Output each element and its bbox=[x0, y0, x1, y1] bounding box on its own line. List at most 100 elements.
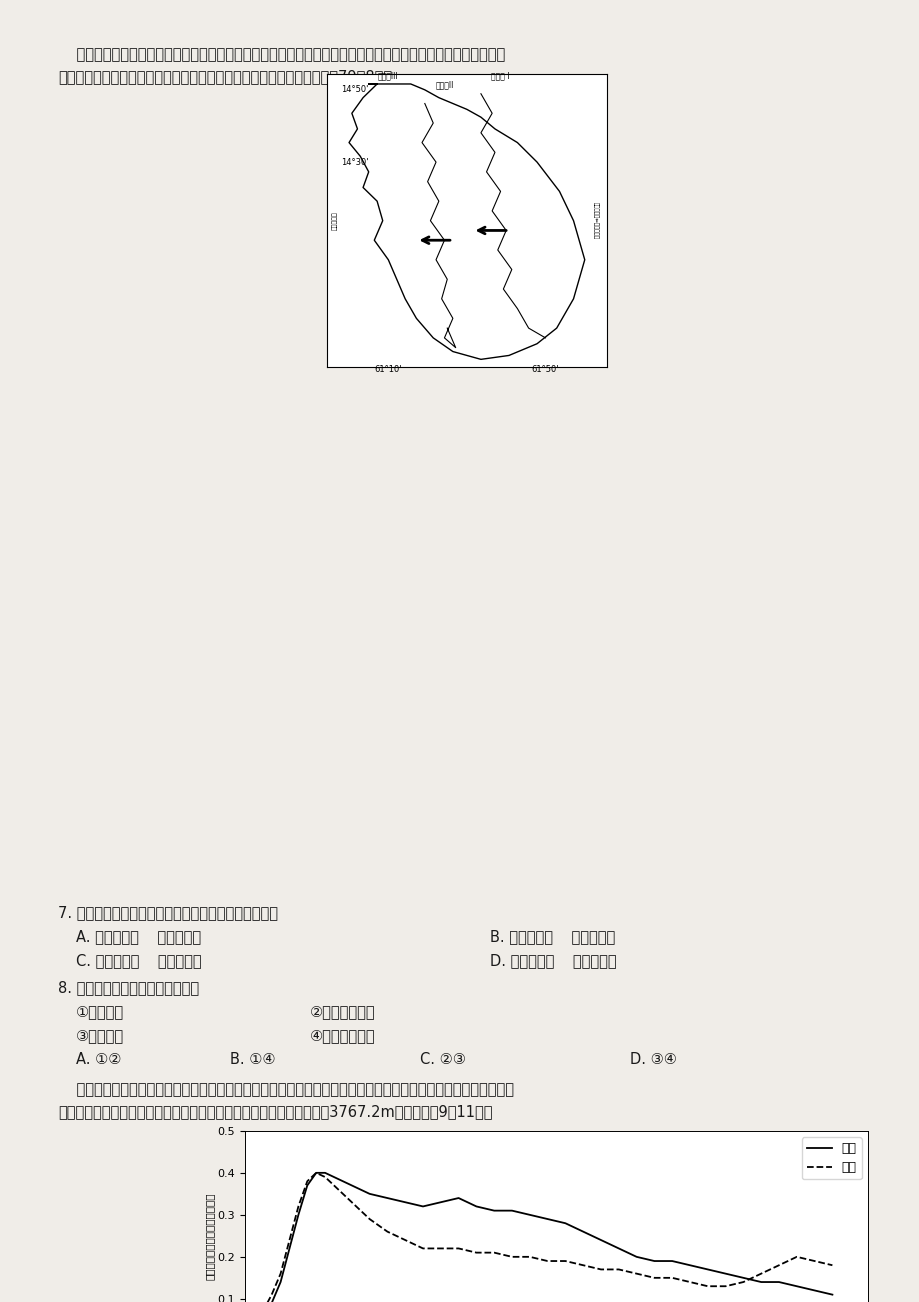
Text: A. ①②: A. ①② bbox=[76, 1052, 121, 1066]
南坡 bbox=[417, 1241, 428, 1256]
北坡 bbox=[292, 1207, 303, 1223]
南坡 bbox=[506, 1249, 517, 1264]
北坡 bbox=[328, 1169, 339, 1185]
Text: 加勒比板块: 加勒比板块 bbox=[332, 211, 337, 230]
北坡 bbox=[301, 1177, 312, 1193]
北坡 bbox=[808, 1282, 819, 1298]
南坡 bbox=[773, 1258, 784, 1273]
Text: B. ①④: B. ①④ bbox=[230, 1052, 275, 1066]
北坡 bbox=[648, 1254, 659, 1269]
南坡 bbox=[808, 1254, 819, 1269]
北坡 bbox=[701, 1262, 712, 1277]
南坡 bbox=[364, 1211, 375, 1226]
Text: 61°50': 61°50' bbox=[531, 365, 559, 374]
北坡 bbox=[684, 1258, 695, 1273]
南坡 bbox=[560, 1254, 571, 1269]
Text: 14°50': 14°50' bbox=[341, 86, 369, 94]
Text: 上塑造出三道壮观的火山带（如下图，箭头为板块运动方向）。据此完成79～8题。: 上塑造出三道壮观的火山带（如下图，箭头为板块运动方向）。据此完成79～8题。 bbox=[58, 69, 391, 85]
Text: 火山链 I: 火山链 I bbox=[491, 72, 509, 81]
北坡 bbox=[284, 1241, 295, 1256]
南坡 bbox=[684, 1275, 695, 1290]
南坡 bbox=[346, 1194, 357, 1210]
北坡 bbox=[435, 1194, 446, 1210]
北坡 bbox=[417, 1199, 428, 1215]
北坡 bbox=[577, 1224, 588, 1240]
Y-axis label: 植被覆盖度与干湿度相关性系数: 植被覆盖度与干湿度相关性系数 bbox=[205, 1193, 214, 1280]
Text: ③面积扩大: ③面积扩大 bbox=[76, 1027, 124, 1043]
南坡 bbox=[311, 1165, 322, 1181]
南坡 bbox=[319, 1169, 330, 1185]
北坡 bbox=[630, 1249, 641, 1264]
北坡 bbox=[666, 1254, 677, 1269]
南坡 bbox=[471, 1245, 482, 1260]
北坡 bbox=[790, 1279, 801, 1294]
北坡 bbox=[452, 1190, 463, 1206]
Text: 14°30': 14°30' bbox=[341, 158, 369, 167]
南坡 bbox=[292, 1199, 303, 1215]
Text: 火山伴是指板块交界处火山活动频繁的线状前海地带。马提尼克岛位于加勒比海，该岛火山伴的移动、停滔在岛: 火山伴是指板块交界处火山活动频繁的线状前海地带。马提尼克岛位于加勒比海，该岛火山… bbox=[58, 47, 505, 62]
南坡 bbox=[790, 1249, 801, 1264]
南坡 bbox=[666, 1269, 677, 1285]
南坡 bbox=[595, 1262, 606, 1277]
南坡 bbox=[754, 1266, 766, 1281]
北坡 bbox=[399, 1194, 410, 1210]
北坡 bbox=[346, 1177, 357, 1193]
北坡 bbox=[773, 1275, 784, 1290]
Line: 南坡: 南坡 bbox=[244, 1173, 832, 1302]
北坡 bbox=[560, 1216, 571, 1232]
Text: 火山链III: 火山链III bbox=[378, 72, 398, 81]
Text: B. 大西洋板块    间歇性俰冲: B. 大西洋板块 间歇性俰冲 bbox=[490, 928, 615, 944]
南坡 bbox=[381, 1224, 392, 1240]
北坡 bbox=[488, 1203, 499, 1219]
Text: ②平均高度增加: ②平均高度增加 bbox=[310, 1004, 375, 1019]
南坡 bbox=[701, 1279, 712, 1294]
南坡 bbox=[328, 1177, 339, 1193]
Text: 61°10': 61°10' bbox=[374, 365, 402, 374]
南坡 bbox=[435, 1241, 446, 1256]
北坡 bbox=[524, 1207, 535, 1223]
南坡 bbox=[648, 1269, 659, 1285]
北坡 bbox=[311, 1165, 322, 1181]
北坡 bbox=[266, 1295, 277, 1302]
北坡 bbox=[541, 1211, 552, 1226]
Text: 7. 造成马提尼克岛火山伴分布的主导板块及运动形式是: 7. 造成马提尼克岛火山伴分布的主导板块及运动形式是 bbox=[58, 905, 278, 919]
北坡 bbox=[754, 1275, 766, 1290]
南坡 bbox=[720, 1279, 731, 1294]
Text: C. ②③: C. ②③ bbox=[420, 1052, 465, 1066]
Text: 8. 火山伴的存在，导致马提尼克岛: 8. 火山伴的存在，导致马提尼克岛 bbox=[58, 980, 199, 995]
Text: A. 加勒比板块    间歇性俰冲: A. 加勒比板块 间歇性俰冲 bbox=[76, 928, 201, 944]
北坡 bbox=[319, 1165, 330, 1181]
南坡 bbox=[613, 1262, 624, 1277]
Text: C. 加勒比板块    间歇性张裂: C. 加勒比板块 间歇性张裂 bbox=[76, 953, 201, 967]
南坡 bbox=[826, 1258, 837, 1273]
北坡 bbox=[737, 1269, 748, 1285]
北坡 bbox=[471, 1199, 482, 1215]
Text: 火山链II: 火山链II bbox=[435, 81, 453, 90]
南坡 bbox=[630, 1266, 641, 1281]
南坡 bbox=[737, 1275, 748, 1290]
北坡 bbox=[613, 1241, 624, 1256]
Text: D. ③④: D. ③④ bbox=[630, 1052, 676, 1066]
南坡 bbox=[399, 1232, 410, 1247]
Legend: 北坡, 南坡: 北坡, 南坡 bbox=[800, 1137, 861, 1180]
北坡 bbox=[381, 1190, 392, 1206]
南坡 bbox=[275, 1266, 286, 1281]
南坡 bbox=[301, 1173, 312, 1189]
北坡 bbox=[364, 1186, 375, 1202]
Text: ④平均高度降低: ④平均高度降低 bbox=[310, 1027, 375, 1043]
Text: 大西洋板块⇐加勒比板块: 大西洋板块⇐加勒比板块 bbox=[593, 202, 598, 240]
南坡 bbox=[524, 1249, 535, 1264]
北坡 bbox=[826, 1286, 837, 1302]
北坡 bbox=[506, 1203, 517, 1219]
北坡 bbox=[275, 1275, 286, 1290]
Text: 不同的植被在生长发育过程中对水分的需求不同。植被覆盖度对水分的变化较为敏感。下图为秦岭陕西段某区南、: 不同的植被在生长发育过程中对水分的需求不同。植被覆盖度对水分的变化较为敏感。下图… bbox=[58, 1082, 514, 1096]
南坡 bbox=[541, 1254, 552, 1269]
Line: 北坡: 北坡 bbox=[244, 1173, 832, 1302]
南坡 bbox=[266, 1286, 277, 1302]
北坡 bbox=[595, 1232, 606, 1247]
Text: D. 大西汗板块    间歇性张裂: D. 大西汗板块 间歇性张裂 bbox=[490, 953, 616, 967]
南坡 bbox=[488, 1245, 499, 1260]
南坡 bbox=[452, 1241, 463, 1256]
Text: ①面积缩小: ①面积缩小 bbox=[76, 1004, 124, 1019]
南坡 bbox=[577, 1258, 588, 1273]
